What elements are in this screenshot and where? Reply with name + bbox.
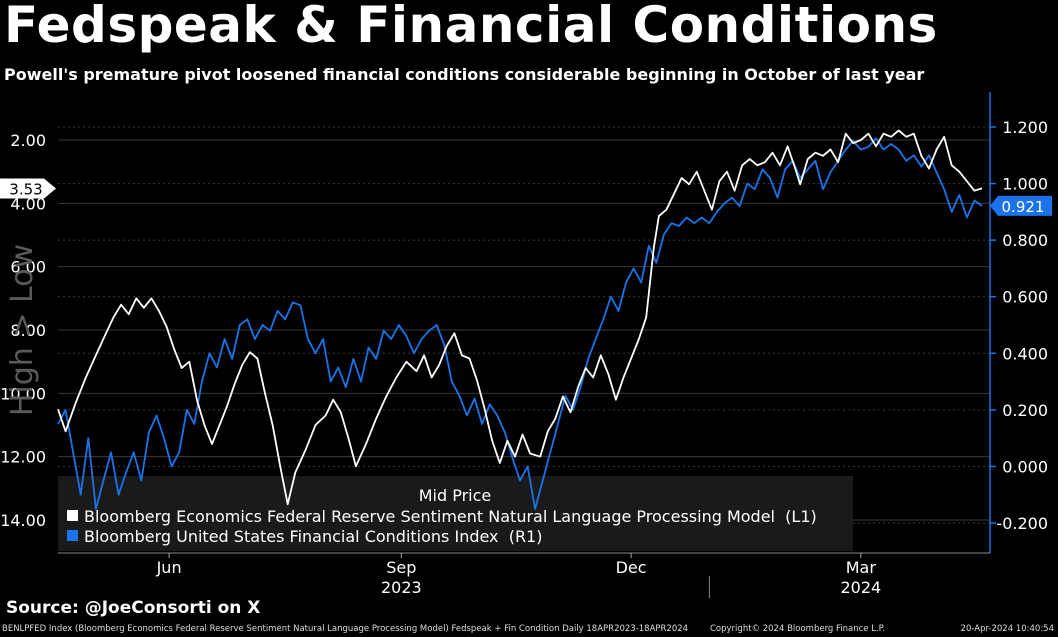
x-tick-label: Jun — [156, 558, 182, 577]
left-tick-label: 2.00 — [10, 131, 46, 150]
left-tick-label: 8.00 — [10, 321, 46, 340]
chart-title: Fedspeak & Financial Conditions — [4, 0, 938, 54]
x-year-label: 2023 — [381, 578, 422, 597]
left-axis-label: High > Low — [5, 244, 40, 416]
sentiment-series-line — [57, 129, 983, 506]
legend-entry-sentiment: Bloomberg Economics Federal Reserve Sent… — [84, 507, 817, 526]
x-tick-label: Mar — [846, 558, 877, 577]
right-tick-label: -0.200 — [996, 514, 1048, 533]
legend: Mid Price Bloomberg Economics Federal Re… — [58, 476, 853, 551]
fci-series-line — [57, 137, 983, 510]
right-tick-label: 1.200 — [1002, 118, 1048, 137]
right-tick-label: 0.200 — [1002, 401, 1048, 420]
left-tick-label: 6.00 — [10, 258, 46, 277]
right-tick-label: 0.000 — [1002, 457, 1048, 476]
right-last-value-tag — [990, 195, 1052, 216]
source-note: Source: @JoeConsorti on X — [6, 598, 261, 618]
left-last-value-label: 3.53 — [9, 180, 42, 198]
last-value-markers: 3.53 0.921 — [0, 178, 1052, 216]
left-axis: 2.00 4.00 6.00 8.00 10.00 12.00 14.00 High > Lo… — [0, 131, 46, 530]
left-tick-label: 12.00 — [0, 448, 46, 467]
right-axis: 1.200 1.000 0.800 0.600 0.400 0.200 0.000 -0.20… — [989, 92, 1048, 553]
right-last-value-label: 0.921 — [1002, 198, 1045, 216]
right-tick-label: 1.000 — [1002, 175, 1048, 194]
legend-swatch-sentiment — [67, 510, 78, 521]
left-last-value-tag — [0, 178, 56, 199]
legend-entry-fci: Bloomberg United States Financial Condit… — [84, 527, 542, 546]
x-year-label: 2024 — [840, 578, 881, 597]
left-tick-label: 4.00 — [10, 194, 46, 213]
footer-description: BENLPFED Index (Bloomberg Economics Fede… — [2, 624, 689, 634]
right-tick-label: 0.400 — [1002, 344, 1048, 363]
x-axis: Jun Sep Dec Mar 2023 2024 — [58, 552, 990, 598]
footer-timestamp: 20-Apr-2024 10:40:54 — [960, 624, 1054, 634]
footer-copyright: Copyright© 2024 Bloomberg Finance L.P. — [710, 624, 886, 634]
left-tick-label: 10.00 — [0, 384, 46, 403]
x-tick-label: Sep — [386, 558, 416, 577]
legend-title: Mid Price — [419, 486, 492, 505]
right-tick-label: 0.800 — [1002, 231, 1048, 250]
x-tick-label: Dec — [616, 558, 647, 577]
legend-background — [58, 476, 853, 551]
legend-swatch-fci — [67, 530, 78, 541]
chart-subtitle: Powell's premature pivot loosened financ… — [4, 65, 925, 84]
left-tick-label: 14.00 — [0, 511, 46, 530]
series-lines — [57, 129, 983, 510]
grid-lines — [58, 126, 990, 524]
right-tick-label: 0.600 — [1002, 288, 1048, 307]
